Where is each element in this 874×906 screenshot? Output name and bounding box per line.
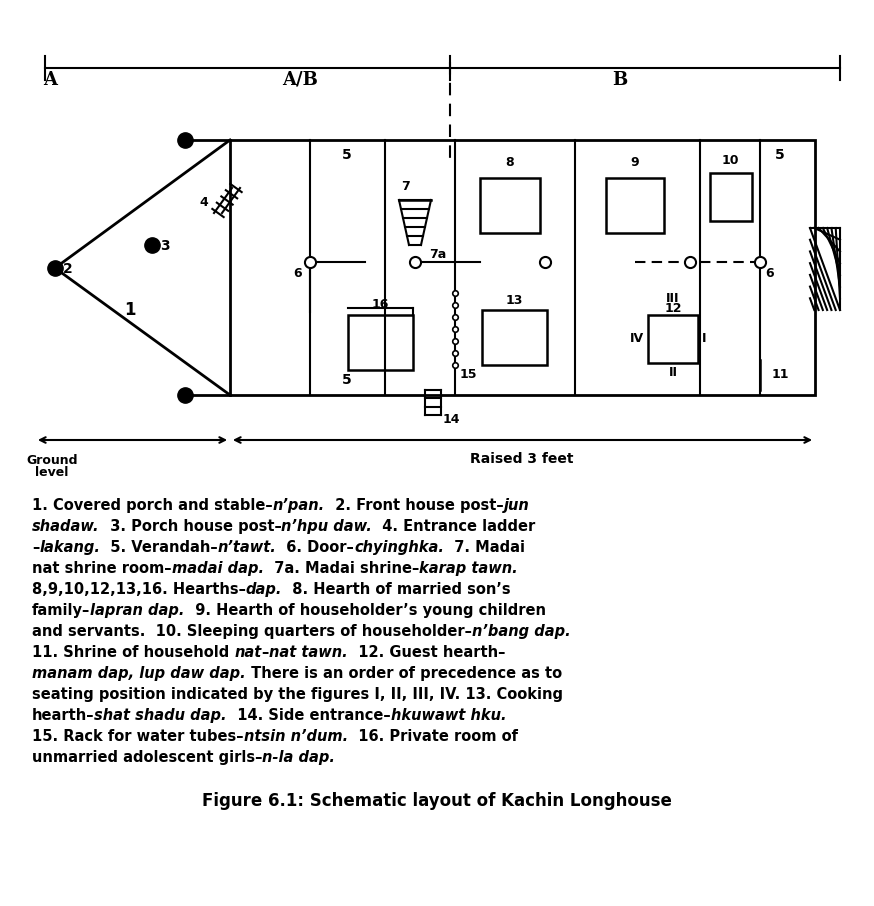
Bar (480, 178, 540, 233)
Text: 15. Rack for water tubes–: 15. Rack for water tubes– (32, 729, 244, 744)
Text: 5: 5 (342, 373, 352, 387)
Text: level: level (35, 466, 69, 479)
Text: –: – (261, 645, 269, 660)
Text: shat shadu dap.: shat shadu dap. (94, 708, 227, 723)
Text: 5: 5 (342, 148, 352, 162)
Text: Ground: Ground (26, 454, 78, 467)
Text: 11: 11 (772, 369, 789, 381)
Text: 14. Side entrance–: 14. Side entrance– (227, 708, 391, 723)
Text: 1: 1 (124, 301, 135, 319)
Text: dap.: dap. (246, 582, 282, 597)
Text: karap tawn.: karap tawn. (419, 561, 517, 576)
Text: 3: 3 (160, 239, 170, 253)
Text: A: A (43, 71, 57, 89)
Text: hkuwawt hku.: hkuwawt hku. (391, 708, 506, 723)
Bar (648, 315, 698, 363)
Text: 11. Shrine of household: 11. Shrine of household (32, 645, 234, 660)
Text: 6. Door–: 6. Door– (276, 540, 354, 555)
Text: n’hpu daw.: n’hpu daw. (281, 519, 372, 534)
Text: 2. Front house post–: 2. Front house post– (325, 498, 503, 513)
Text: 16. Private room of: 16. Private room of (348, 729, 517, 744)
Text: 12. Guest hearth–: 12. Guest hearth– (348, 645, 505, 660)
Bar (230, 140, 815, 395)
Text: 5: 5 (775, 148, 785, 162)
Text: 6: 6 (765, 267, 773, 280)
Text: lapran dap.: lapran dap. (90, 603, 184, 618)
Text: 8. Hearth of married son’s: 8. Hearth of married son’s (282, 582, 511, 597)
Text: and servants.  10. Sleeping quarters of householder–: and servants. 10. Sleeping quarters of h… (32, 624, 472, 639)
Text: lakang.: lakang. (39, 540, 101, 555)
Text: 12: 12 (664, 302, 682, 314)
Text: hearth–: hearth– (32, 708, 94, 723)
Text: n’tawt.: n’tawt. (218, 540, 276, 555)
Text: 15: 15 (460, 369, 477, 381)
Text: 4. Entrance ladder: 4. Entrance ladder (372, 519, 535, 534)
Text: IV: IV (630, 333, 644, 345)
Text: nat shrine room–: nat shrine room– (32, 561, 171, 576)
Text: I: I (702, 333, 706, 345)
Text: family–: family– (32, 603, 90, 618)
Text: 13: 13 (505, 294, 523, 306)
Text: B: B (613, 71, 628, 89)
Text: unmarried adolescent girls–: unmarried adolescent girls– (32, 750, 262, 765)
Text: There is an order of precedence as to: There is an order of precedence as to (246, 666, 562, 681)
Text: –: – (32, 540, 39, 555)
Text: 16: 16 (371, 298, 389, 312)
Bar (606, 178, 664, 233)
Text: ntsin n’dum.: ntsin n’dum. (244, 729, 348, 744)
Text: n’pan.: n’pan. (273, 498, 325, 513)
Text: shadaw.: shadaw. (32, 519, 100, 534)
Text: 14: 14 (443, 413, 461, 426)
Text: 10: 10 (721, 153, 739, 167)
Text: 5. Verandah–: 5. Verandah– (101, 540, 218, 555)
Text: II: II (669, 367, 677, 380)
Text: 2: 2 (63, 262, 73, 276)
Bar (710, 173, 752, 221)
Text: 8: 8 (506, 157, 514, 169)
Text: 9: 9 (631, 157, 639, 169)
Text: 9. Hearth of householder’s young children: 9. Hearth of householder’s young childre… (184, 603, 545, 618)
Text: jun: jun (503, 498, 529, 513)
Text: 6: 6 (294, 267, 302, 280)
Bar (348, 315, 413, 370)
Text: nat: nat (234, 645, 261, 660)
Text: 7a. Madai shrine–: 7a. Madai shrine– (263, 561, 419, 576)
Text: 7: 7 (400, 179, 409, 192)
Text: chyinghka.: chyinghka. (354, 540, 444, 555)
Text: Figure 6.1: Schematic layout of Kachin Longhouse: Figure 6.1: Schematic layout of Kachin L… (202, 792, 672, 810)
Text: 3. Porch house post–: 3. Porch house post– (100, 519, 281, 534)
Text: III: III (666, 293, 680, 305)
Text: n-la dap.: n-la dap. (262, 750, 336, 765)
Text: nat tawn.: nat tawn. (269, 645, 348, 660)
Text: 4: 4 (199, 196, 208, 208)
Text: madai dap.: madai dap. (171, 561, 263, 576)
Text: 8,9,10,12,13,16. Hearths–: 8,9,10,12,13,16. Hearths– (32, 582, 246, 597)
Text: manam dap, lup daw dap.: manam dap, lup daw dap. (32, 666, 246, 681)
Text: A/B: A/B (282, 71, 318, 89)
Text: 7a: 7a (429, 248, 447, 262)
Text: seating position indicated by the figures I, II, III, IV. 13. Cooking: seating position indicated by the figure… (32, 687, 563, 702)
Bar (482, 310, 547, 365)
Text: Raised 3 feet: Raised 3 feet (470, 452, 573, 466)
Text: n’bang dap.: n’bang dap. (472, 624, 571, 639)
Text: 1. Covered porch and stable–: 1. Covered porch and stable– (32, 498, 273, 513)
Text: 7. Madai: 7. Madai (444, 540, 525, 555)
